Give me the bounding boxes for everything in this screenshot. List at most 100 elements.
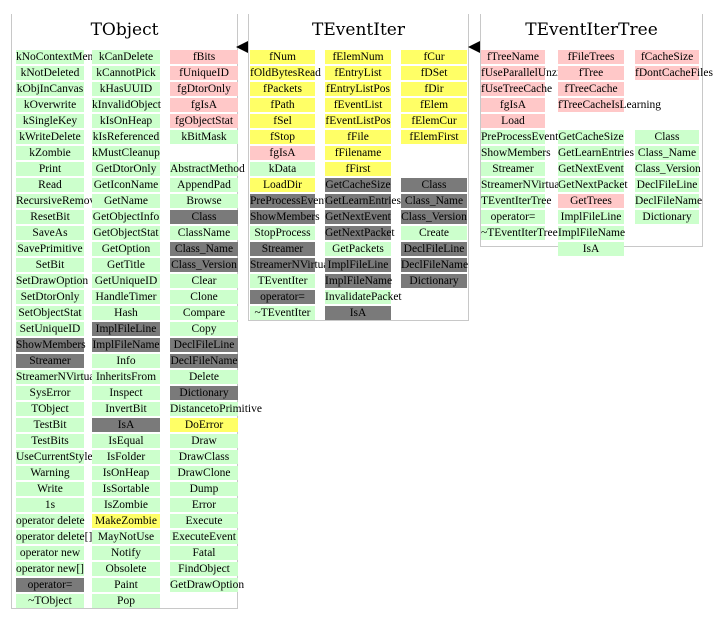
inheritance-arrow-icon <box>468 41 480 53</box>
member-tobject-kzombie: kZombie <box>16 146 84 160</box>
member-tobject-hash: Hash <box>92 306 160 320</box>
member-tobject-invertbit: InvertBit <box>92 402 160 416</box>
member-tobject-koverwrite: kOverwrite <box>16 98 84 112</box>
member-tobject-setbit: SetBit <box>16 258 84 272</box>
member-tobject-setdrawoption: SetDrawOption <box>16 274 89 288</box>
member-tobject-kisonheap: kIsOnHeap <box>92 114 160 128</box>
member-tobject-operator-new: operator new <box>16 546 84 560</box>
member-tobject-tobject: TObject <box>16 402 84 416</box>
member-teventitertree-ftreename: fTreeName <box>481 50 545 64</box>
member-tobject-kcandelete: kCanDelete <box>92 50 160 64</box>
member-teventiter-ffirst: fFirst <box>325 162 391 176</box>
member-teventiter-implfilename: ImplFileName <box>325 274 393 288</box>
member-tobject-saveprimitive: SavePrimitive <box>16 242 84 256</box>
member-tobject-implfilename: ImplFileName <box>92 338 160 352</box>
teventitertree-class-title: TEventIterTree <box>525 20 658 40</box>
member-teventiter-fgisa: fgIsA <box>250 146 315 160</box>
member-teventiter-teventiter: ~TEventIter <box>250 306 315 320</box>
member-teventitertree-fdontcachefiles: fDontCacheFiles <box>635 66 713 80</box>
member-teventiter-streamer: Streamer <box>250 242 315 256</box>
member-teventiter-fstop: fStop <box>250 130 315 144</box>
member-tobject-getuniqueid: GetUniqueID <box>92 274 160 288</box>
member-tobject-showmembers: ShowMembers <box>16 338 86 352</box>
member-tobject-error: Error <box>170 498 238 512</box>
member-tobject-gettitle: GetTitle <box>92 258 160 272</box>
member-teventiter-class: Class <box>401 178 467 192</box>
member-teventitertree-declfileline: DeclFileLine <box>635 178 699 192</box>
member-tobject-operator-delete: operator delete[] <box>16 530 93 544</box>
member-teventiter-ffilename: fFilename <box>325 146 391 160</box>
member-teventiter-class-version: Class_Version <box>401 210 467 224</box>
member-tobject-pop: Pop <box>92 594 160 608</box>
member-tobject-knotdeleted: kNotDeleted <box>16 66 84 80</box>
member-teventiter-fnum: fNum <box>250 50 315 64</box>
member-teventiter-invalidatepacket: InvalidatePacket <box>325 290 402 304</box>
member-tobject-makezombie: MakeZombie <box>92 514 160 528</box>
member-tobject-kinvalidobject: kInvalidObject <box>92 98 161 112</box>
member-tobject-classname: ClassName <box>170 226 238 240</box>
member-tobject-streamer: Streamer <box>16 354 84 368</box>
member-teventitertree-fuseparallelunzip: fUseParallelUnzip <box>481 66 566 80</box>
member-teventiter-ffile: fFile <box>325 130 391 144</box>
member-tobject-fgobjectstat: fgObjectStat <box>170 114 238 128</box>
member-tobject-print: Print <box>16 162 84 176</box>
member-teventitertree-showmembers: ShowMembers <box>481 146 551 160</box>
member-teventiter-foldbytesread: fOldBytesRead <box>250 66 321 80</box>
member-tobject-getdtoronly: GetDtorOnly <box>92 162 160 176</box>
member-teventiter-fcur: fCur <box>401 50 467 64</box>
member-tobject-write: Write <box>16 482 84 496</box>
member-tobject-abstractmethod: AbstractMethod <box>170 162 245 176</box>
member-teventiter-loaddir: LoadDir <box>250 178 315 192</box>
member-teventiter-felemnum: fElemNum <box>325 50 391 64</box>
member-tobject-operator-new: operator new[] <box>16 562 85 576</box>
member-tobject-drawclass: DrawClass <box>170 450 238 464</box>
member-teventitertree-class-name: Class_Name <box>635 146 699 160</box>
member-tobject-tobject: ~TObject <box>16 594 84 608</box>
member-teventitertree-load: Load <box>481 114 545 128</box>
member-teventitertree-getcachesize: GetCacheSize <box>558 130 624 144</box>
member-teventitertree-implfileline: ImplFileLine <box>558 210 624 224</box>
member-tobject-declfilename: DeclFileName <box>170 354 238 368</box>
member-tobject-obsolete: Obsolete <box>92 562 160 576</box>
member-teventiter-getpackets: GetPackets <box>325 242 391 256</box>
member-teventiter-getcachesize: GetCacheSize <box>325 178 391 192</box>
member-teventitertree-implfilename: ImplFileName <box>558 226 626 240</box>
member-tobject-setdtoronly: SetDtorOnly <box>16 290 84 304</box>
member-teventitertree-ffiletrees: fFileTrees <box>558 50 624 64</box>
member-tobject-operator: operator= <box>16 578 84 592</box>
member-tobject-isonheap: IsOnHeap <box>92 466 160 480</box>
member-tobject-kbitmask: kBitMask <box>170 130 238 144</box>
member-teventiter-teventiter: TEventIter <box>250 274 315 288</box>
member-tobject-dictionary: Dictionary <box>170 386 238 400</box>
member-teventiter-fdir: fDir <box>401 82 467 96</box>
member-tobject-declfileline: DeclFileLine <box>170 338 238 352</box>
member-tobject-delete: Delete <box>170 370 238 384</box>
member-teventiter-fsel: fSel <box>250 114 315 128</box>
member-tobject-usecurrentstyle: UseCurrentStyle <box>16 450 93 464</box>
inheritance-arrow-icon <box>236 41 248 53</box>
member-tobject-inspect: Inspect <box>92 386 160 400</box>
member-teventiter-implfileline: ImplFileLine <box>325 258 391 272</box>
member-tobject-1s: 1s <box>16 498 84 512</box>
teventiter-class-box <box>248 14 469 321</box>
member-teventitertree-getlearnentries: GetLearnEntries <box>558 146 634 160</box>
member-tobject-executeevent: ExecuteEvent <box>170 530 238 544</box>
member-tobject-kobjincanvas: kObjInCanvas <box>16 82 84 96</box>
member-tobject-appendpad: AppendPad <box>170 178 238 192</box>
member-teventitertree-streamernvirtual: StreamerNVirtual <box>481 178 563 192</box>
member-tobject-getoption: GetOption <box>92 242 160 256</box>
member-tobject-dump: Dump <box>170 482 238 496</box>
member-tobject-setobjectstat: SetObjectStat <box>16 306 84 320</box>
member-teventiter-preprocessevent: PreProcessEvent <box>250 194 328 208</box>
member-teventitertree-fgisa: fgIsA <box>481 98 545 112</box>
member-teventitertree-class-version: Class_Version <box>635 162 701 176</box>
member-tobject-findobject: FindObject <box>170 562 238 576</box>
member-tobject-resetbit: ResetBit <box>16 210 84 224</box>
member-tobject-compare: Compare <box>170 306 238 320</box>
member-tobject-draw: Draw <box>170 434 238 448</box>
member-tobject-iszombie: IsZombie <box>92 498 160 512</box>
member-tobject-clear: Clear <box>170 274 238 288</box>
member-tobject-getdrawoption: GetDrawOption <box>170 578 245 592</box>
member-teventiter-felem: fElem <box>401 98 467 112</box>
member-teventitertree-fcachesize: fCacheSize <box>635 50 699 64</box>
